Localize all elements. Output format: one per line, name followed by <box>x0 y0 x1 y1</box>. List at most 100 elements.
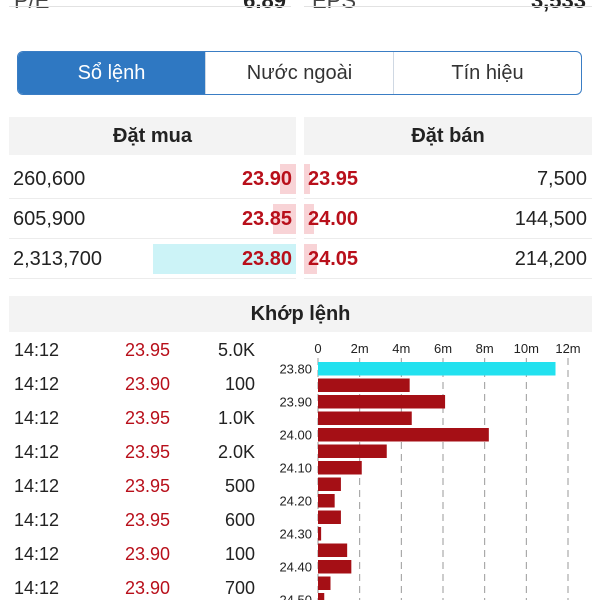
y-tick-label: 24.40 <box>279 560 312 575</box>
match-header: Khớp lệnh <box>9 296 592 332</box>
trade-price: 23.90 <box>125 374 171 394</box>
trade-time: 14:12 <box>14 544 60 564</box>
ask-volume: 7,500 <box>536 168 587 190</box>
bid-price: 23.80 <box>241 248 292 270</box>
y-tick-label: 24.20 <box>279 494 312 509</box>
tab-order-book[interactable]: Sổ lệnh <box>18 52 206 94</box>
trade-volume: 100 <box>224 374 255 394</box>
ask-header: Đặt bán <box>304 117 592 155</box>
bid-depth-bar <box>280 164 296 194</box>
bid-price: 23.90 <box>241 168 292 190</box>
bid-row[interactable]: 2,313,700 23.80 <box>9 239 296 279</box>
trade-price: 23.90 <box>125 578 171 598</box>
ask-row[interactable]: 24.05 214,200 <box>304 239 592 279</box>
divider <box>304 6 592 7</box>
x-tick-label: 10m <box>514 341 539 356</box>
tab-signals[interactable]: Tín hiệu <box>451 61 524 84</box>
ask-row[interactable]: 24.00 144,500 <box>304 199 592 239</box>
trade-row: 14:12 23.95 2.0K <box>9 435 264 469</box>
bid-volume: 260,600 <box>13 168 86 190</box>
trade-volume: 2.0K <box>217 442 255 462</box>
x-tick-label: 2m <box>351 341 369 356</box>
y-tick-label: 24.50 <box>279 593 312 601</box>
stat-value-eps: 3,533 <box>530 0 586 13</box>
volume-bar <box>318 593 325 600</box>
bid-volume: 2,313,700 <box>13 248 102 270</box>
volume-bar <box>318 378 410 392</box>
trade-row: 14:12 23.95 500 <box>9 469 264 503</box>
y-tick-label: 24.10 <box>279 461 312 476</box>
stat-label-eps: EPS <box>312 0 357 13</box>
trade-volume: 100 <box>224 544 255 564</box>
volume-bar <box>318 362 556 376</box>
bid-price: 23.85 <box>241 208 292 230</box>
trade-price: 23.95 <box>125 476 171 496</box>
stat-label-pe: P/E <box>14 0 50 13</box>
ask-depth-bar <box>304 204 314 234</box>
x-tick-label: 4m <box>392 341 410 356</box>
trade-row: 14:12 23.95 1.0K <box>9 401 264 435</box>
volume-by-price-chart: 0 2m 4m 6m 8m 10m 12m 23.80 23.90 24.00 24.10 24.20… <box>279 341 581 601</box>
trade-row: 14:12 23.90 100 <box>9 367 264 401</box>
y-tick-label: 24.30 <box>279 527 312 542</box>
bid-depth-bar <box>273 204 296 234</box>
trade-price: 23.95 <box>125 408 171 428</box>
volume-bar <box>318 494 335 508</box>
tab-foreign[interactable]: Nước ngoài <box>206 52 394 94</box>
volume-bar <box>318 477 341 491</box>
ask-depth-bar <box>304 244 317 274</box>
ask-depth-bar <box>304 164 310 194</box>
bid-volume: 605,900 <box>13 208 86 230</box>
trade-volume: 700 <box>224 578 255 598</box>
volume-bar <box>318 560 352 574</box>
trade-price: 23.95 <box>125 340 171 360</box>
bid-header: Đặt mua <box>9 117 296 155</box>
trade-time: 14:12 <box>14 442 60 462</box>
trade-volume: 500 <box>224 476 255 496</box>
trade-time: 14:12 <box>14 408 60 428</box>
volume-bar <box>318 411 412 425</box>
y-tick-label: 24.00 <box>279 428 312 443</box>
trade-time: 14:12 <box>14 340 60 360</box>
bid-depth-bar <box>153 244 296 274</box>
ask-volume: 144,500 <box>514 208 587 230</box>
ask-price: 23.95 <box>308 168 359 190</box>
y-tick-label: 23.80 <box>279 362 312 377</box>
x-tick-label: 0 <box>314 341 321 356</box>
x-tick-label: 6m <box>434 341 452 356</box>
volume-bar <box>318 395 446 409</box>
trade-time: 14:12 <box>14 578 60 598</box>
trade-time: 14:12 <box>14 510 60 530</box>
bid-row[interactable]: 260,600 23.90 <box>9 159 296 199</box>
trade-row: 14:12 23.95 5.0K <box>9 333 264 367</box>
trade-price: 23.90 <box>125 544 171 564</box>
volume-bar <box>318 510 341 524</box>
volume-bar <box>318 576 331 590</box>
y-tick-label: 23.90 <box>279 395 312 410</box>
divider <box>9 6 291 7</box>
trade-price: 23.95 <box>125 442 171 462</box>
trade-row: 14:12 23.90 700 <box>9 571 264 605</box>
volume-bar <box>318 461 362 475</box>
tab-bar: Sổ lệnh Nước ngoài Tín hiệu <box>17 51 582 95</box>
bid-row[interactable]: 605,900 23.85 <box>9 199 296 239</box>
volume-bar <box>318 543 348 557</box>
trade-volume: 600 <box>224 510 255 530</box>
trade-time: 14:12 <box>14 374 60 394</box>
volume-bar <box>318 428 489 442</box>
ask-price: 24.05 <box>308 248 359 270</box>
ask-row[interactable]: 23.95 7,500 <box>304 159 592 199</box>
trade-row: 14:12 23.95 600 <box>9 503 264 537</box>
stat-value-pe: 6.89 <box>243 0 286 13</box>
trade-price: 23.95 <box>125 510 171 530</box>
x-tick-label: 12m <box>555 341 580 356</box>
trade-row: 14:12 23.90 100 <box>9 537 264 571</box>
x-tick-label: 8m <box>476 341 494 356</box>
trade-volume: 1.0K <box>217 408 255 428</box>
trade-time: 14:12 <box>14 476 60 496</box>
volume-bar <box>318 444 387 458</box>
volume-bar <box>318 527 322 541</box>
trade-volume: 5.0K <box>217 340 255 360</box>
ask-price: 24.00 <box>308 208 359 230</box>
stats-row: P/E 6.89 EPS 3,533 <box>0 0 600 20</box>
